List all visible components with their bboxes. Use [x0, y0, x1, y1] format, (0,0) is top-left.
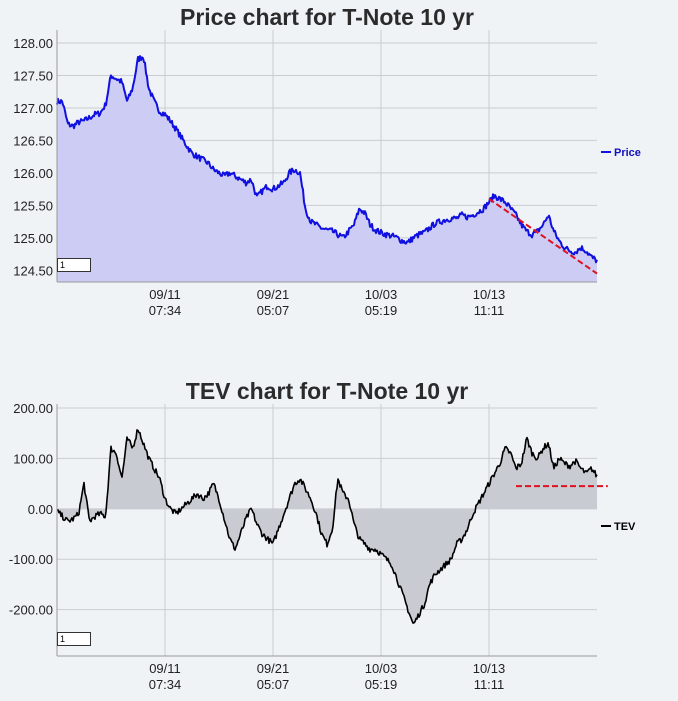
price-chart: Price chart for T-Note 10 yr 128.00 127.50…	[13, 4, 641, 318]
price-xtick-date: 10/03	[365, 287, 398, 302]
tev-xtick-time: 05:19	[365, 677, 398, 692]
price-ytick-label: 125.00	[13, 231, 53, 246]
price-ytick-label: 128.00	[13, 36, 53, 51]
price-xtick-date: 09/11	[149, 287, 181, 302]
price-ytick-label: 126.50	[13, 133, 53, 148]
tev-chart-title: TEV chart for T-Note 10 yr	[186, 378, 469, 404]
tev-legend-label: TEV	[614, 521, 636, 533]
price-xtick-time: 05:19	[365, 303, 398, 318]
price-ytick-label: 127.00	[13, 101, 53, 116]
tev-legend: TEV	[601, 521, 636, 533]
tev-ytick-label: 0.00	[28, 502, 53, 517]
tev-xtick-date: 09/11	[149, 661, 181, 676]
price-chart-title: Price chart for T-Note 10 yr	[180, 4, 474, 30]
price-legend: Price	[601, 147, 641, 159]
tev-ytick-label: -100.00	[9, 552, 53, 567]
tev-series-line	[57, 429, 598, 624]
price-xtick-date: 10/13	[473, 287, 506, 302]
price-legend-label: Price	[614, 147, 641, 159]
tev-xtick-date: 09/21	[257, 661, 290, 676]
price-xtick-date: 09/21	[257, 287, 290, 302]
tev-xtick-time: 07:34	[149, 677, 182, 692]
price-trendline	[488, 198, 598, 275]
tev-ytick-label: 100.00	[13, 451, 53, 466]
tev-series-area	[57, 429, 597, 624]
price-xtick-time: 05:07	[257, 303, 290, 318]
price-ytick-label: 127.50	[13, 68, 53, 83]
tev-xtick-time: 05:07	[257, 677, 290, 692]
tev-xtick-date: 10/13	[473, 661, 506, 676]
price-xtick-time: 07:34	[149, 303, 182, 318]
tev-xtick-date: 10/03	[365, 661, 398, 676]
price-series-area	[57, 56, 597, 282]
tev-zoom-input[interactable]: 1	[57, 632, 91, 646]
price-ytick-label: 125.50	[13, 198, 53, 213]
price-zoom-input[interactable]: 1	[57, 258, 91, 272]
tev-ytick-label: -200.00	[9, 603, 53, 618]
tev-chart: TEV chart for T-Note 10 yr 200.00 100.00 0.…	[9, 378, 636, 692]
tev-xtick-time: 11:11	[474, 677, 505, 692]
tev-ytick-label: 200.00	[13, 401, 53, 416]
price-series-line	[56, 55, 598, 264]
price-ytick-label: 124.50	[13, 263, 53, 278]
price-xtick-time: 11:11	[474, 303, 505, 318]
price-ytick-label: 126.00	[13, 166, 53, 181]
